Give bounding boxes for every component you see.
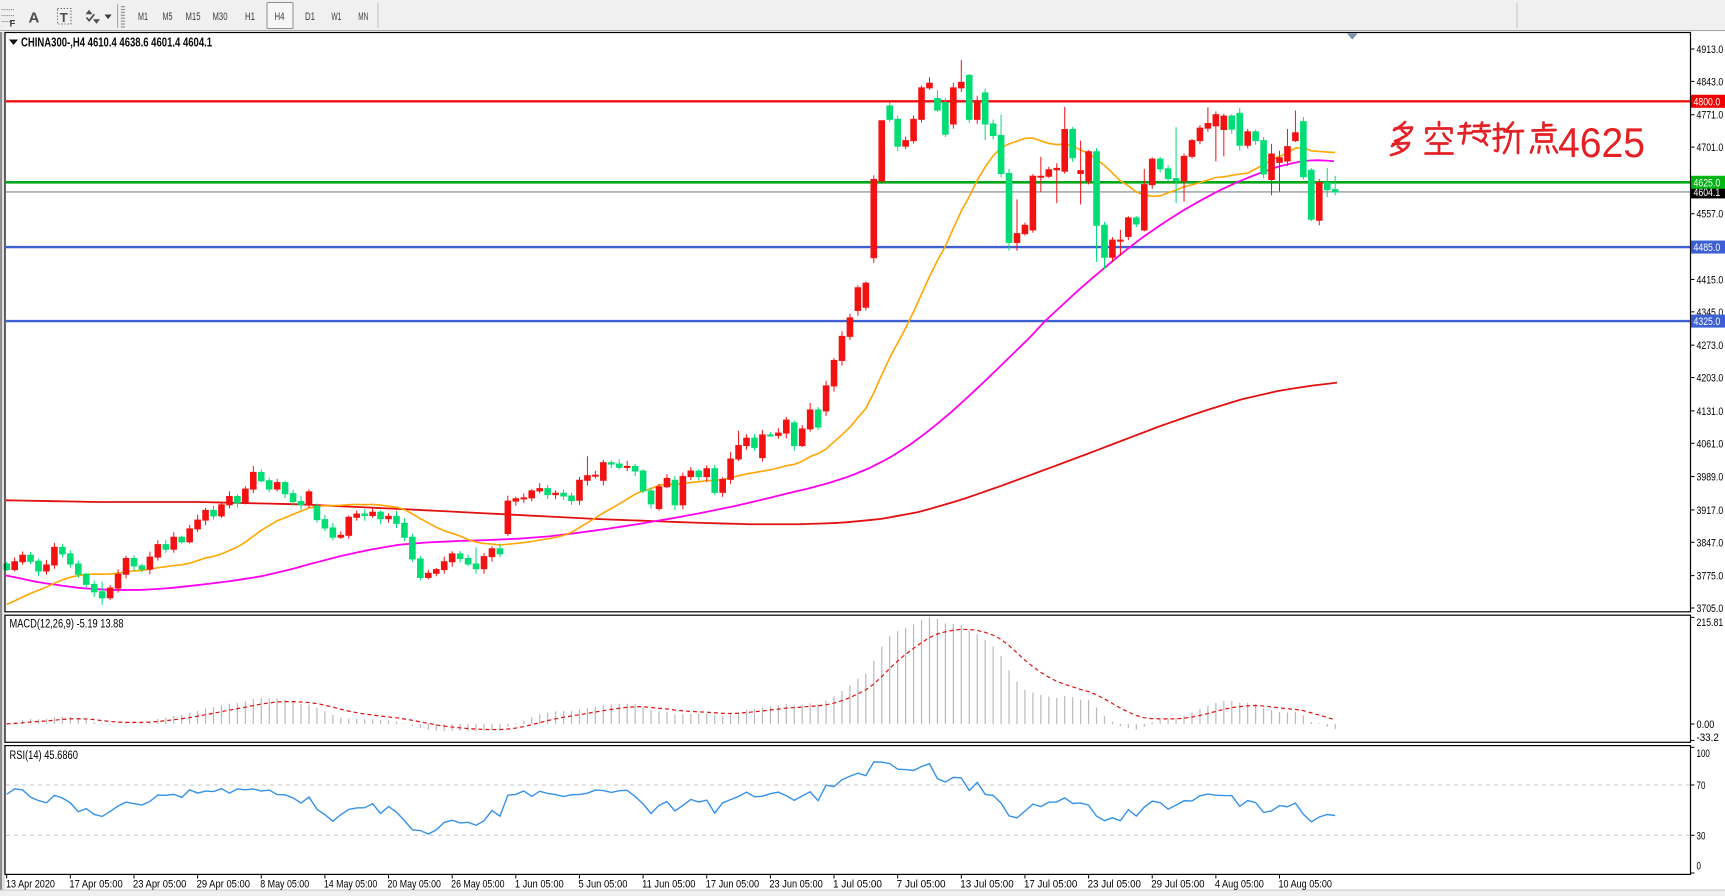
- svg-text:14 May 05:00: 14 May 05:00: [324, 879, 377, 891]
- svg-text:4131.0: 4131.0: [1697, 406, 1724, 418]
- svg-text:11 Jun 05:00: 11 Jun 05:00: [642, 879, 695, 891]
- svg-text:17 Apr 05:00: 17 Apr 05:00: [69, 879, 122, 891]
- svg-text:4325.0: 4325.0: [1694, 316, 1721, 328]
- svg-text:M30: M30: [213, 11, 228, 23]
- svg-text:30: 30: [1697, 830, 1706, 842]
- svg-text:7 Jul 05:00: 7 Jul 05:00: [897, 879, 946, 891]
- svg-text:5 Jun 05:00: 5 Jun 05:00: [578, 879, 627, 891]
- svg-text:4625: 4625: [1558, 119, 1645, 166]
- svg-text:70: 70: [1697, 780, 1706, 792]
- svg-text:M1: M1: [138, 11, 148, 23]
- svg-text:RSI(14) 45.6860: RSI(14) 45.6860: [10, 750, 78, 762]
- svg-text:CHINA300-,H4 4610.4 4638.6 46: CHINA300-,H4 4610.4 4638.6 4601.4 4604.1: [21, 36, 212, 50]
- svg-text:H1: H1: [245, 11, 255, 23]
- svg-text:23 Apr 05:00: 23 Apr 05:00: [133, 879, 186, 891]
- svg-text:4604.1: 4604.1: [1694, 187, 1721, 199]
- svg-text:1 Jul 05:00: 1 Jul 05:00: [833, 879, 882, 891]
- svg-text:4625.0: 4625.0: [1694, 177, 1721, 189]
- svg-text:17 Jun 05:00: 17 Jun 05:00: [706, 879, 759, 891]
- svg-text:H4: H4: [275, 11, 285, 23]
- svg-text:T: T: [60, 10, 68, 25]
- svg-text:4485.0: 4485.0: [1694, 242, 1721, 254]
- svg-text:4273.0: 4273.0: [1697, 340, 1724, 352]
- svg-text:0.00: 0.00: [1697, 719, 1715, 731]
- svg-text:23 Jun 05:00: 23 Jun 05:00: [769, 879, 822, 891]
- svg-text:4061.0: 4061.0: [1697, 438, 1724, 450]
- svg-text:MACD(12,26,9) -5.19 13.88: MACD(12,26,9) -5.19 13.88: [10, 619, 124, 631]
- svg-text:4557.0: 4557.0: [1697, 209, 1724, 221]
- svg-text:4913.0: 4913.0: [1697, 44, 1724, 56]
- svg-text:4771.0: 4771.0: [1697, 110, 1724, 122]
- svg-text:26 May 05:00: 26 May 05:00: [451, 879, 504, 891]
- svg-text:4800.0: 4800.0: [1694, 96, 1721, 108]
- svg-text:3847.0: 3847.0: [1697, 537, 1724, 549]
- svg-text:4 Aug 05:00: 4 Aug 05:00: [1215, 879, 1264, 891]
- svg-text:29 Jul 05:00: 29 Jul 05:00: [1151, 879, 1204, 891]
- svg-text:A: A: [29, 10, 40, 27]
- svg-text:F: F: [10, 19, 16, 30]
- svg-text:100: 100: [1697, 748, 1710, 760]
- svg-text:10 Aug 05:00: 10 Aug 05:00: [1279, 879, 1332, 891]
- svg-text:-33.2: -33.2: [1697, 732, 1719, 744]
- svg-text:13 Apr 2020: 13 Apr 2020: [6, 879, 55, 891]
- svg-text:23 Jul 05:00: 23 Jul 05:00: [1088, 879, 1141, 891]
- svg-text:3705.0: 3705.0: [1697, 603, 1724, 615]
- svg-text:1 Jun 05:00: 1 Jun 05:00: [515, 879, 564, 891]
- svg-text:3989.0: 3989.0: [1697, 472, 1724, 484]
- svg-text:3917.0: 3917.0: [1697, 505, 1724, 517]
- svg-text:13 Jul 05:00: 13 Jul 05:00: [960, 879, 1013, 891]
- svg-text:29 Apr 05:00: 29 Apr 05:00: [197, 879, 250, 891]
- svg-text:MN: MN: [358, 11, 368, 23]
- svg-text:4843.0: 4843.0: [1697, 76, 1724, 88]
- svg-text:4415.0: 4415.0: [1697, 274, 1724, 286]
- svg-text:8 May 05:00: 8 May 05:00: [260, 879, 309, 891]
- svg-text:D1: D1: [305, 11, 315, 23]
- svg-text:4203.0: 4203.0: [1697, 373, 1724, 385]
- svg-text:M15: M15: [186, 11, 201, 23]
- svg-text:215.81: 215.81: [1697, 617, 1724, 629]
- svg-text:0: 0: [1697, 861, 1701, 873]
- svg-text:W1: W1: [331, 11, 341, 23]
- svg-text:17 Jul 05:00: 17 Jul 05:00: [1024, 879, 1077, 891]
- svg-text:3775.0: 3775.0: [1697, 571, 1724, 583]
- svg-text:4701.0: 4701.0: [1697, 142, 1724, 154]
- svg-text:20 May 05:00: 20 May 05:00: [388, 879, 441, 891]
- svg-text:M5: M5: [163, 11, 173, 23]
